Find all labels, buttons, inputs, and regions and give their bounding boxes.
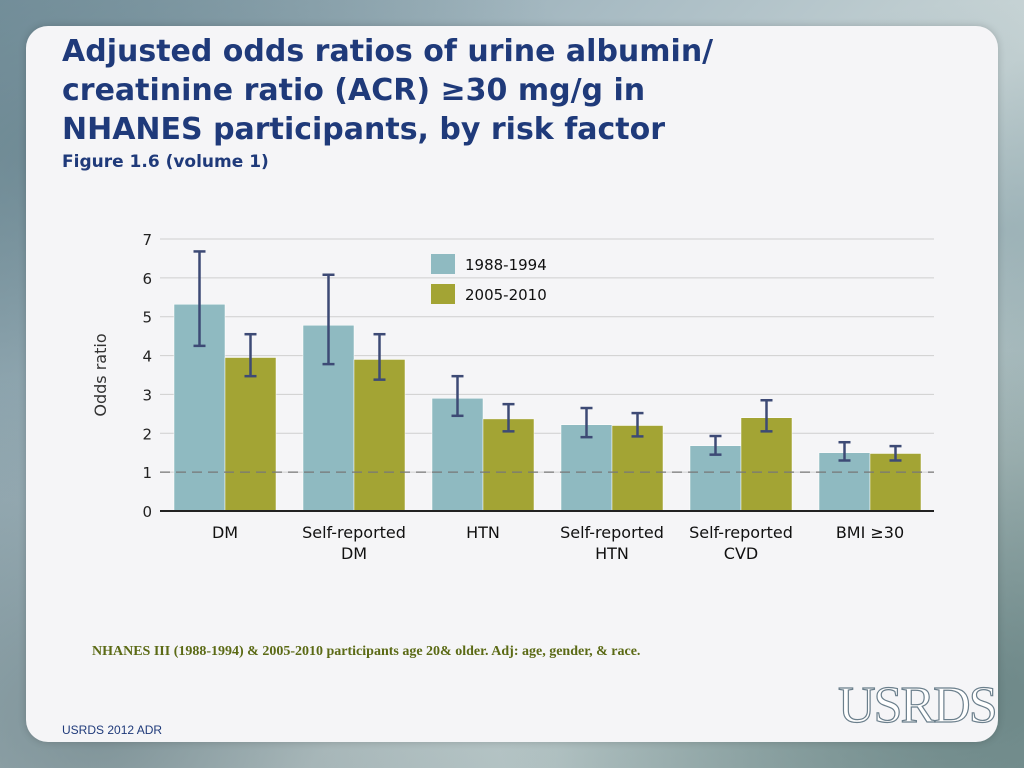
y-tick-label: 4 — [142, 348, 152, 366]
y-tick-label: 2 — [142, 425, 152, 443]
bar — [431, 398, 484, 512]
bar — [560, 424, 613, 512]
slide-title: Adjusted odds ratios of urine albumin/ c… — [62, 34, 714, 147]
y-tick-label: 5 — [142, 309, 152, 327]
y-tick-label: 3 — [142, 386, 152, 404]
x-tick-label: CVD — [724, 544, 758, 563]
x-tick-label: HTN — [466, 523, 500, 542]
figure-subtitle: Figure 1.6 (volume 1) — [62, 152, 269, 172]
y-tick-label: 0 — [142, 503, 152, 521]
bar — [611, 425, 664, 512]
legend-swatch — [431, 284, 455, 304]
legend-label: 2005-2010 — [465, 286, 547, 304]
footnote: NHANES III (1988-1994) & 2005-2010 parti… — [92, 644, 641, 659]
x-tick-label: Self-reported — [302, 523, 406, 542]
bar — [740, 417, 793, 512]
legend-label: 1988-1994 — [465, 256, 547, 274]
y-tick-label: 1 — [142, 464, 152, 482]
x-tick-label: DM — [212, 523, 238, 542]
y-axis-label: Odds ratio — [91, 333, 110, 416]
bar — [689, 445, 742, 512]
x-tick-label: DM — [341, 544, 367, 563]
x-tick-label: BMI ≥30 — [836, 523, 904, 542]
bar — [482, 418, 535, 512]
x-tick-label: HTN — [595, 544, 629, 563]
usrds-logo: USRDS — [837, 676, 998, 734]
legend-swatch — [431, 254, 455, 274]
bar — [353, 359, 406, 512]
x-tick-label: Self-reported — [560, 523, 664, 542]
y-tick-label: 6 — [142, 270, 152, 288]
footer-source: USRDS 2012 ADR — [62, 723, 163, 737]
x-tick-label: Self-reported — [689, 523, 793, 542]
bar — [818, 452, 871, 512]
bar — [224, 357, 277, 512]
bar — [869, 453, 922, 512]
y-tick-label: 7 — [142, 231, 152, 249]
